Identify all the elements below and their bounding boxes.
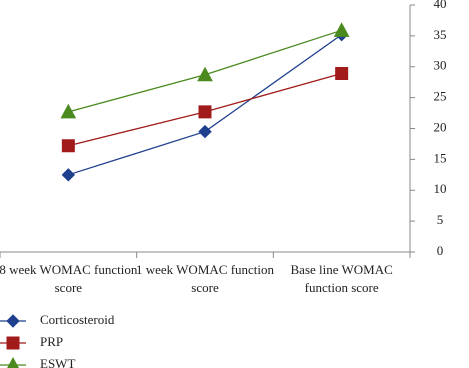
legend-marker xyxy=(6,336,20,350)
data-point xyxy=(61,139,75,153)
legend-marker xyxy=(7,356,19,368)
y-tick-label: 5 xyxy=(437,212,444,227)
data-point xyxy=(198,105,212,119)
legend-label: PRP xyxy=(40,334,63,349)
y-tick-label: 25 xyxy=(434,89,447,104)
data-point xyxy=(335,67,349,81)
y-tick-label: 0 xyxy=(437,243,444,258)
y-tick-label: 40 xyxy=(434,0,447,11)
y-tick-label: 30 xyxy=(434,58,447,73)
x-tick-label: Base line WOMAC function score xyxy=(290,262,393,295)
data-point xyxy=(198,124,212,139)
data-point xyxy=(60,103,77,119)
y-tick-label: 20 xyxy=(434,119,447,134)
legend-label: Corticosteroid xyxy=(40,312,115,327)
series-line xyxy=(68,34,343,176)
legend-marker xyxy=(6,314,20,328)
x-tick-label: 8 week WOMAC function score xyxy=(0,262,138,295)
y-tick-label: 35 xyxy=(434,27,447,42)
x-tick-label: 1 week WOMAC function score xyxy=(135,262,275,295)
y-tick-label: 10 xyxy=(434,181,447,196)
data-point xyxy=(61,168,76,182)
legend-label: ESWT xyxy=(40,356,75,368)
data-point xyxy=(197,66,213,82)
data-point xyxy=(333,22,350,37)
y-tick-label: 15 xyxy=(434,150,447,165)
